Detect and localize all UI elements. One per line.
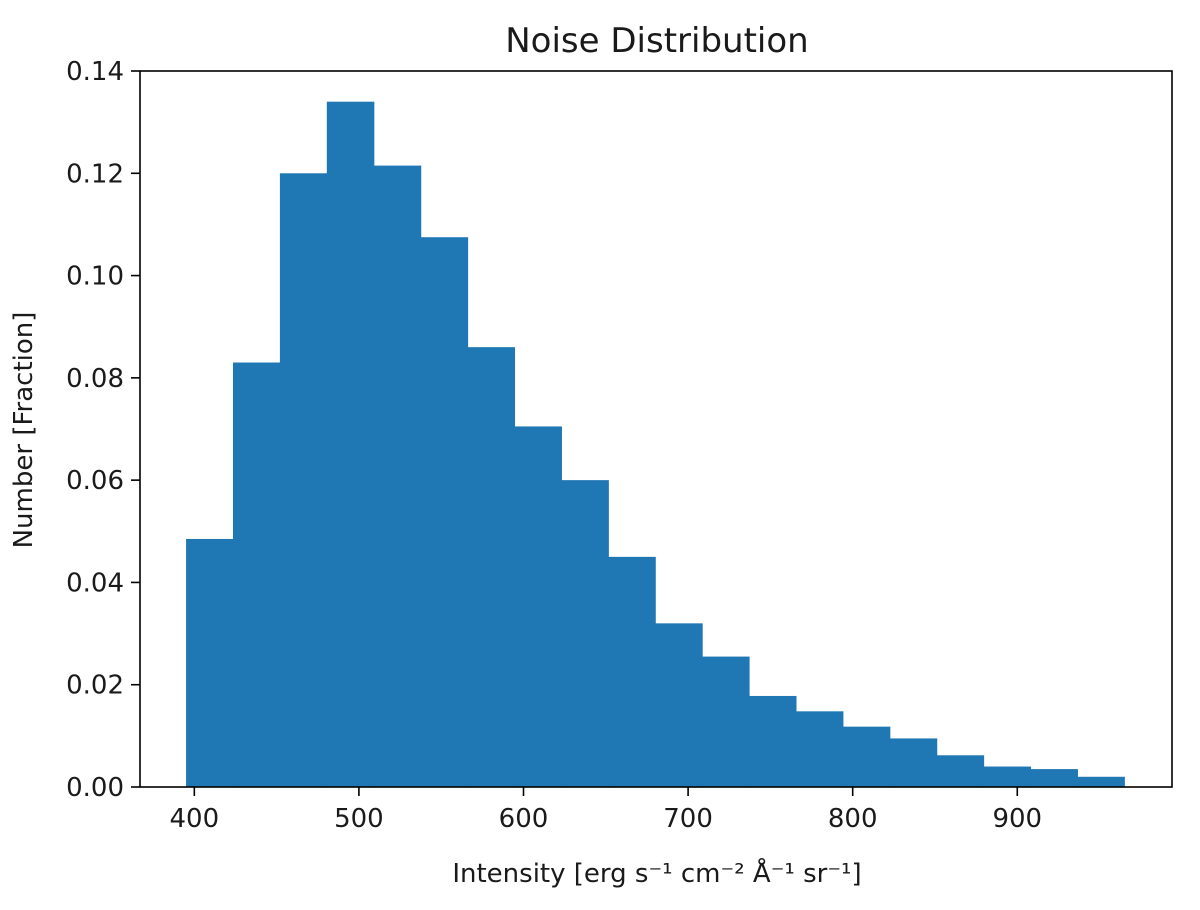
x-axis-label: Intensity [erg s⁻¹ cm⁻² Å⁻¹ sr⁻¹] [452, 857, 861, 889]
y-axis-label: Number [Fraction] [9, 312, 39, 549]
histogram-bar [748, 695, 797, 787]
histogram-bar [842, 726, 891, 787]
histogram-bar [983, 766, 1032, 787]
histogram-bar [561, 480, 609, 787]
histogram-bar [795, 711, 844, 787]
histogram-bar [936, 755, 985, 787]
x-tick-label: 700 [663, 804, 713, 834]
x-tick-label: 400 [169, 804, 219, 834]
y-tick-label: 0.08 [66, 364, 124, 394]
y-axis-ticks: 0.00 0.02 0.04 0.06 0.08 0.10 0.12 0.14 [66, 57, 140, 803]
histogram-bar [889, 738, 938, 787]
y-tick-label: 0.14 [66, 57, 124, 87]
histogram-bar [608, 556, 656, 787]
x-tick-label: 800 [828, 804, 878, 834]
y-tick-label: 0.02 [66, 671, 124, 701]
histogram-bar [1077, 776, 1125, 787]
histogram-bar [702, 656, 750, 787]
histogram-bar [326, 101, 375, 787]
histogram-bar [514, 426, 562, 787]
y-tick-label: 0.00 [66, 773, 124, 803]
x-tick-label: 500 [334, 804, 384, 834]
y-tick-label: 0.12 [66, 159, 124, 189]
histogram-bar [373, 165, 422, 788]
histogram-bar [467, 347, 516, 787]
plot-frame [139, 70, 1173, 788]
chart-title: Noise Distribution [505, 21, 808, 61]
y-tick-label: 0.06 [66, 466, 124, 496]
x-axis-ticks: 400 500 600 700 800 900 [169, 787, 1042, 834]
y-tick-label: 0.04 [66, 568, 124, 598]
histogram-bar [1030, 769, 1078, 787]
histogram-bar [655, 623, 703, 787]
histogram-bar [232, 362, 281, 787]
histogram-bar [279, 173, 328, 788]
x-tick-label: 600 [499, 804, 549, 834]
histogram-bar [420, 237, 469, 787]
histogram-bars [186, 101, 1125, 788]
x-tick-label: 900 [992, 804, 1042, 834]
y-tick-label: 0.10 [66, 262, 124, 292]
histogram-bar [186, 538, 234, 787]
